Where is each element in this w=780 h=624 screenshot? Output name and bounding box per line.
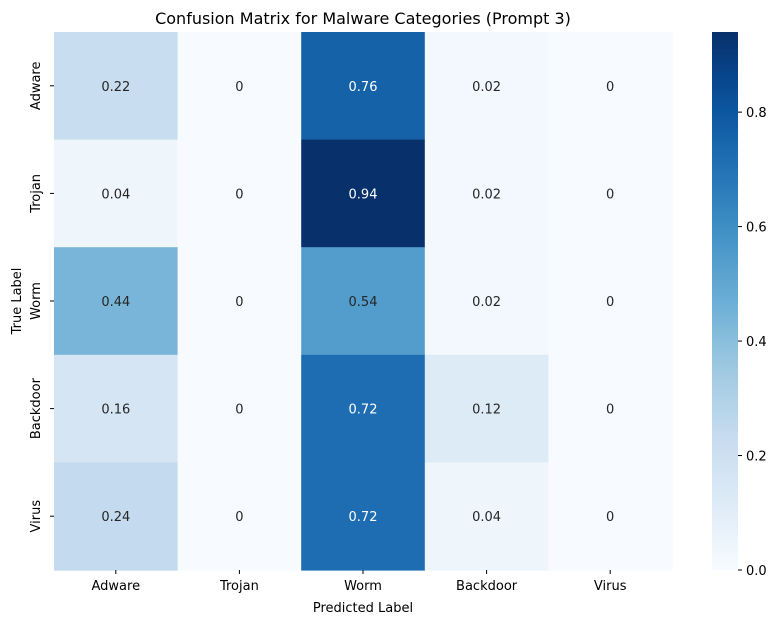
cell-worm-trojan — [177, 247, 302, 356]
cell-value-label: 0.94 — [349, 187, 378, 202]
x-tick-label-adware: Adware — [92, 579, 141, 594]
cell-value-label: 0.02 — [472, 295, 501, 310]
heatmap-annotations: 0.22 0 0.76 0.02 0 0.04 0 0.94 0.02 0 0.44 0 0.54 0.0… — [101, 80, 614, 525]
cell-virus-virus — [548, 462, 673, 571]
colorbar-tick-label: 0.4 — [746, 335, 767, 350]
cell-value-label: 0 — [235, 403, 243, 418]
y-tick-label-trojan: Trojan — [29, 174, 44, 214]
cell-trojan-backdoor — [424, 139, 549, 248]
x-tick-label-backdoor: Backdoor — [456, 579, 518, 594]
cell-trojan-virus — [548, 139, 673, 248]
cell-virus-adware — [54, 462, 179, 571]
cell-value-label: 0 — [235, 187, 243, 202]
x-axis-label: Predicted Label — [313, 601, 413, 616]
y-tick-label-backdoor: Backdoor — [29, 377, 44, 439]
cell-value-label: 0 — [606, 187, 614, 202]
cell-value-label: 0.72 — [349, 510, 378, 525]
cell-value-label: 0.04 — [472, 510, 501, 525]
cell-value-label: 0.44 — [101, 295, 130, 310]
cell-virus-worm — [301, 462, 426, 571]
x-tick-label-worm: Worm — [344, 579, 382, 594]
heatmap-cells — [54, 32, 673, 571]
cell-worm-backdoor — [424, 247, 549, 356]
cell-worm-worm — [301, 247, 426, 356]
colorbar-tick-label: 0.8 — [746, 106, 767, 121]
cell-value-label: 0.02 — [472, 187, 501, 202]
y-axis-ticks: Adware Trojan Worm Backdoor Virus — [29, 62, 54, 533]
chart-title: Confusion Matrix for Malware Categories … — [155, 9, 571, 28]
cell-backdoor-virus — [548, 354, 673, 463]
x-tick-label-trojan: Trojan — [219, 579, 259, 594]
cell-value-label: 0 — [235, 510, 243, 525]
cell-adware-backdoor — [424, 32, 549, 141]
cell-worm-adware — [54, 247, 179, 356]
cell-value-label: 0 — [606, 403, 614, 418]
y-tick-label-virus: Virus — [29, 500, 44, 533]
cell-value-label: 0 — [235, 295, 243, 310]
cell-backdoor-trojan — [177, 354, 302, 463]
cell-value-label: 0.12 — [472, 403, 501, 418]
y-tick-label-adware: Adware — [29, 62, 44, 111]
cell-value-label: 0.02 — [472, 80, 501, 95]
cell-value-label: 0.24 — [101, 510, 130, 525]
cell-value-label: 0.72 — [349, 403, 378, 418]
cell-backdoor-backdoor — [424, 354, 549, 463]
cell-trojan-trojan — [177, 139, 302, 248]
cell-value-label: 0 — [606, 295, 614, 310]
colorbar-tick-label: 0.0 — [746, 564, 767, 579]
colorbar-tick-label: 0.2 — [746, 450, 767, 465]
x-tick-label-virus: Virus — [594, 579, 627, 594]
cell-adware-trojan — [177, 32, 302, 141]
cell-value-label: 0.16 — [101, 403, 130, 418]
cell-backdoor-worm — [301, 354, 426, 463]
colorbar — [712, 32, 738, 570]
cell-worm-virus — [548, 247, 673, 356]
cell-value-label: 0.22 — [101, 80, 130, 95]
cell-value-label: 0.76 — [349, 80, 378, 95]
cell-value-label: 0 — [606, 510, 614, 525]
cell-adware-adware — [54, 32, 179, 141]
cell-adware-virus — [548, 32, 673, 141]
colorbar-ticks: 0.0 0.2 0.4 0.6 0.8 — [738, 106, 767, 579]
cell-trojan-adware — [54, 139, 179, 248]
x-axis-ticks: Adware Trojan Worm Backdoor Virus — [92, 570, 627, 594]
y-axis-label: True Label — [10, 268, 25, 336]
cell-value-label: 0 — [606, 80, 614, 95]
cell-virus-trojan — [177, 462, 302, 571]
colorbar-tick-label: 0.6 — [746, 221, 767, 236]
cell-value-label: 0.04 — [101, 187, 130, 202]
cell-backdoor-adware — [54, 354, 179, 463]
cell-value-label: 0.54 — [349, 295, 378, 310]
cell-value-label: 0 — [235, 80, 243, 95]
y-tick-label-worm: Worm — [29, 282, 44, 320]
cell-virus-backdoor — [424, 462, 549, 571]
cell-trojan-worm — [301, 139, 426, 248]
cell-adware-worm — [301, 32, 426, 141]
